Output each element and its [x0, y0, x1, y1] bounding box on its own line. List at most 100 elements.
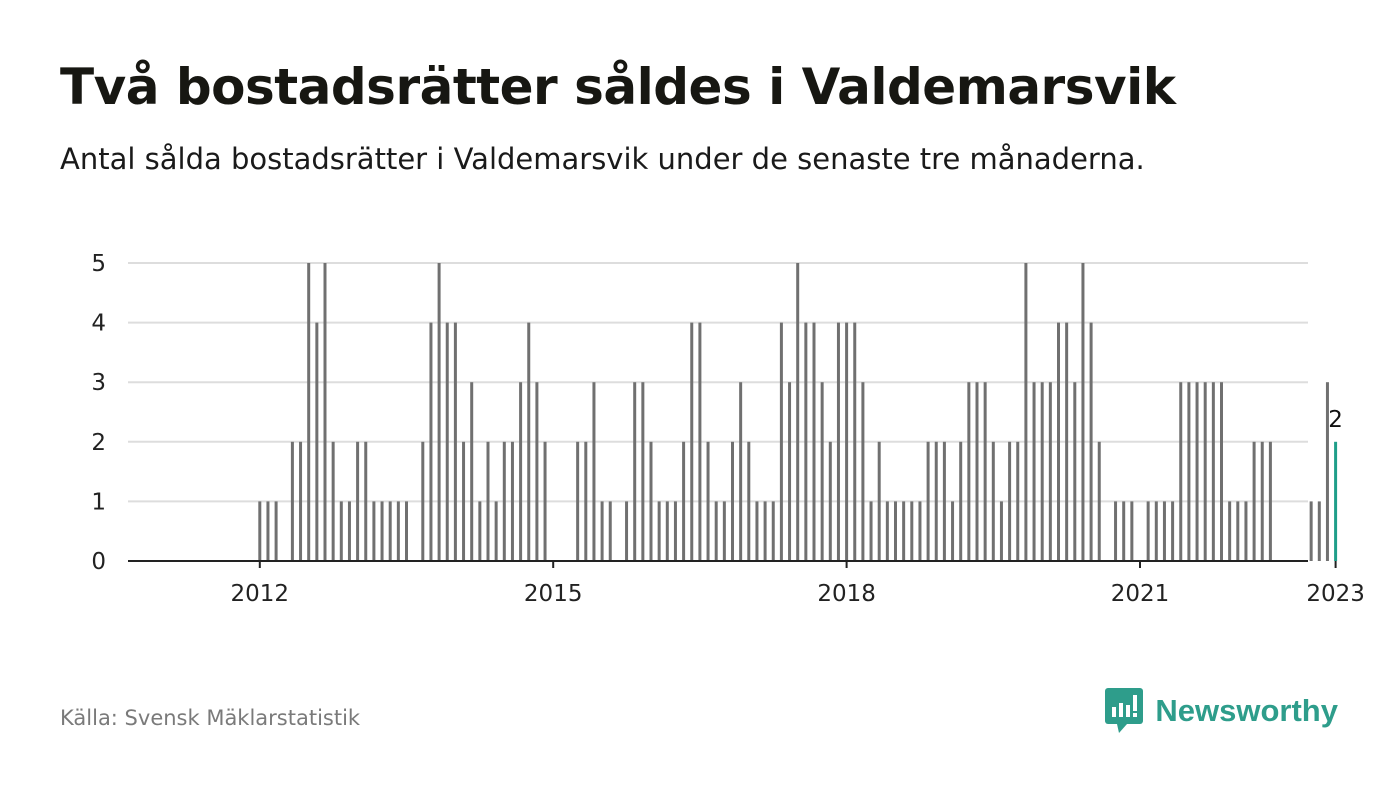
bar: [1268, 441, 1272, 561]
bar: [1211, 382, 1215, 561]
bar: [478, 501, 482, 561]
y-tick-label: 5: [91, 251, 106, 277]
bar: [331, 441, 335, 561]
bar: [445, 322, 449, 561]
bar: [1065, 322, 1069, 561]
bar: [1089, 322, 1093, 561]
bar: [804, 322, 808, 561]
bar: [1032, 382, 1036, 561]
bar: [1260, 441, 1264, 561]
bar: [502, 441, 506, 561]
bar: [1236, 501, 1240, 561]
bar: [364, 441, 368, 561]
x-tick-label: 2015: [524, 581, 583, 607]
last-value-label: 2: [1328, 407, 1343, 433]
bar: [706, 441, 710, 561]
brand-logo: Newsworthy: [1105, 688, 1338, 734]
x-tick-label: 2018: [817, 581, 876, 607]
bar: [967, 382, 971, 561]
bar: [347, 501, 351, 561]
bar: [1325, 382, 1329, 561]
bar: [1171, 501, 1175, 561]
bar: [763, 501, 767, 561]
chart-subtitle: Antal sålda bostadsrätter i Valdemarsvik…: [60, 142, 1145, 176]
bar: [1081, 263, 1085, 561]
bar: [1114, 501, 1118, 561]
bar: [934, 441, 938, 561]
bar: [1195, 382, 1199, 561]
bar: [576, 441, 580, 561]
bar: [739, 382, 743, 561]
bar: [339, 501, 343, 561]
y-tick-label: 1: [91, 489, 106, 515]
bar: [388, 501, 392, 561]
x-tick-label: 2021: [1111, 581, 1170, 607]
bar: [1162, 501, 1166, 561]
bar: [926, 441, 930, 561]
bar: [1122, 501, 1126, 561]
bar: [771, 501, 775, 561]
bar: [788, 382, 792, 561]
bar: [543, 441, 547, 561]
bar: [698, 322, 702, 561]
bar: [983, 382, 987, 561]
bar: [731, 441, 734, 561]
y-tick-label: 0: [91, 549, 106, 575]
bar: [519, 382, 523, 561]
bar: [1057, 322, 1060, 561]
bar: [1040, 382, 1044, 561]
bar: [812, 322, 816, 561]
bar: [323, 263, 327, 561]
bar: [1073, 382, 1077, 561]
bar: [714, 501, 718, 561]
bar: [828, 441, 832, 561]
bar: [494, 501, 498, 561]
bar: [1024, 263, 1028, 561]
x-tick-label: 2023: [1306, 581, 1365, 607]
y-tick-label: 3: [91, 370, 106, 396]
bar: [258, 501, 262, 561]
bar: [682, 441, 686, 561]
bar: [861, 382, 865, 561]
brand-name: Newsworthy: [1155, 693, 1338, 728]
bar: [1016, 441, 1020, 561]
bar: [1146, 501, 1150, 561]
bar: [999, 501, 1003, 561]
bar: [1309, 501, 1313, 561]
source-note: Källa: Svensk Mäklarstatistik: [60, 706, 361, 730]
bar: [584, 441, 588, 561]
bar: [1203, 382, 1207, 561]
y-tick-label: 2: [91, 430, 106, 456]
bar: [1228, 501, 1232, 561]
bar: [486, 441, 490, 561]
bar: [429, 322, 433, 561]
bar: [722, 501, 726, 561]
bar: [592, 382, 596, 561]
bar: [885, 501, 889, 561]
bar: [902, 501, 906, 561]
bar: [356, 441, 360, 561]
bar: [1008, 441, 1012, 561]
bar: [315, 322, 319, 561]
bar: [641, 382, 645, 561]
bar: [633, 382, 637, 561]
bar: [421, 441, 425, 561]
newsworthy-logo-icon: [1105, 688, 1144, 733]
bar: [1097, 441, 1101, 561]
bar: [290, 441, 294, 561]
bar: [405, 501, 408, 561]
bar: [747, 441, 751, 561]
x-axis-ticks: 2012 2015 2018 2021 2023: [231, 561, 1365, 607]
bar: [959, 441, 963, 561]
bar: [372, 501, 376, 561]
bars: [258, 263, 1338, 561]
bar: [527, 322, 531, 561]
bar: [951, 501, 955, 561]
bar: [1154, 501, 1158, 561]
bar: [453, 322, 457, 561]
bar: [755, 501, 759, 561]
y-axis-ticks: 0 1 2 3 4 5: [91, 251, 106, 575]
bar: [299, 441, 303, 561]
bar: [1252, 441, 1256, 561]
